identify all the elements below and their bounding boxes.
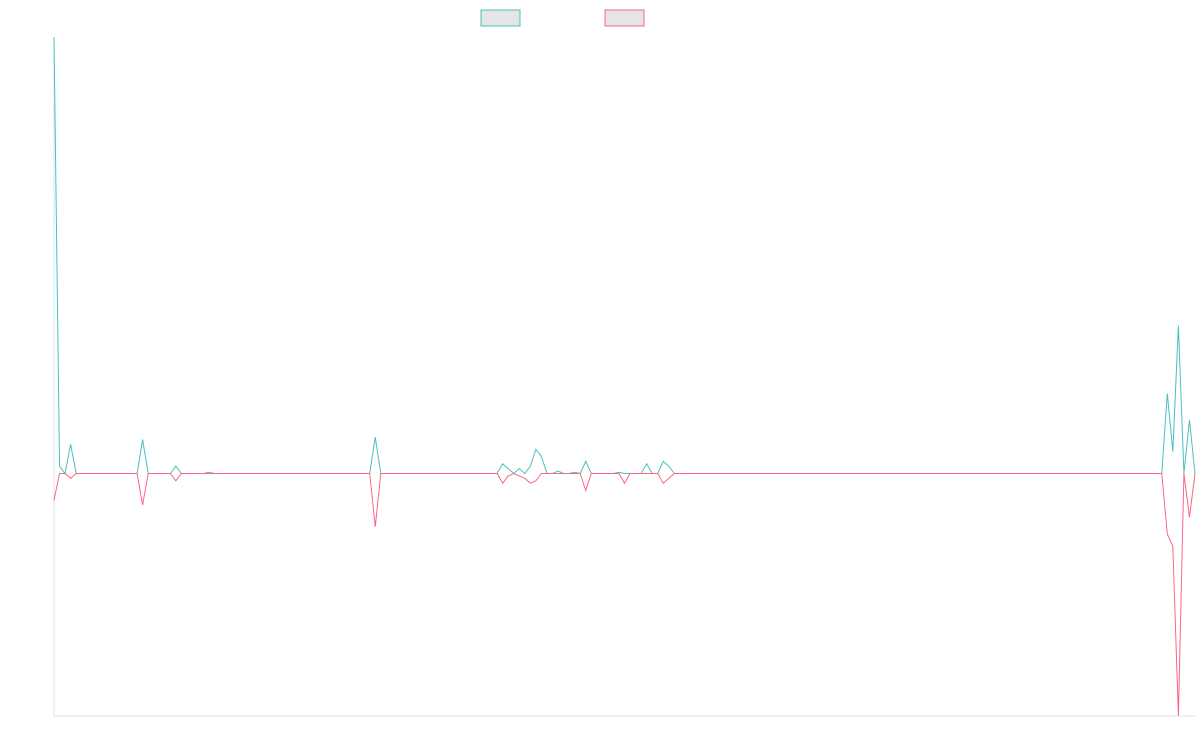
legend-swatch-2 bbox=[604, 9, 645, 27]
legend-swatch-1 bbox=[480, 9, 521, 27]
axes bbox=[53, 37, 1195, 717]
series-line-1 bbox=[53, 36, 1196, 475]
legend bbox=[480, 9, 645, 27]
plot-area bbox=[53, 36, 1196, 717]
series-line-2 bbox=[53, 472, 1196, 717]
